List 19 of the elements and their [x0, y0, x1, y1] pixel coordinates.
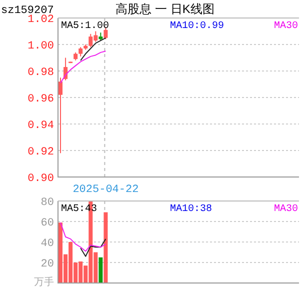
y-tick-label: 60	[40, 218, 54, 230]
y-tick-label: 0.92	[28, 146, 54, 158]
y-tick-label: 0.94	[28, 120, 54, 132]
y-tick-label: 0.90	[28, 173, 54, 185]
y-tick-label: 1.00	[28, 40, 54, 52]
annotation: MA30	[274, 21, 298, 32]
y-tick-label: 20	[40, 258, 54, 270]
y-tick-label: 1.02	[28, 14, 54, 26]
y-axis-title: 万手	[34, 276, 54, 288]
annotation: MA30	[274, 204, 298, 215]
annotation: MA10:0.99	[170, 21, 224, 32]
y-tick-label: 80	[40, 197, 54, 209]
x-tick-label: 2025-04-22	[72, 184, 139, 196]
y-tick-label: 40	[40, 238, 54, 250]
annotation: MA10:38	[170, 204, 212, 215]
y-tick-label: 0.98	[28, 67, 54, 79]
annotation: MA5:1.00	[61, 21, 110, 32]
chart-title: 高股息 一 日K线图	[116, 2, 214, 16]
y-tick-label: 0.96	[28, 94, 54, 106]
